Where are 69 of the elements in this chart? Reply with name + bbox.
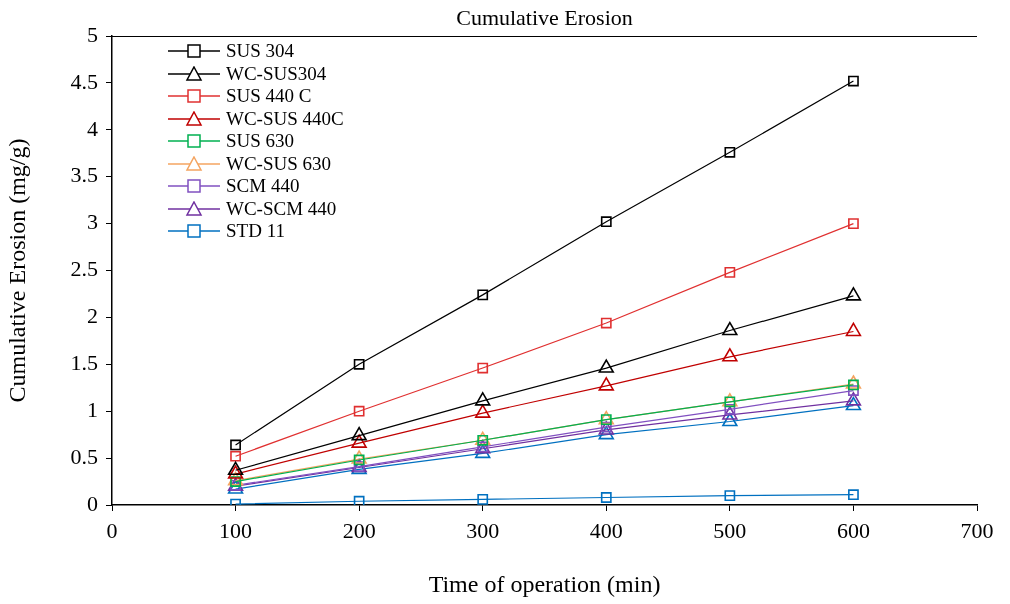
legend-label: WC-SUS 440C bbox=[226, 107, 344, 130]
point bbox=[848, 218, 859, 229]
point bbox=[477, 362, 489, 374]
x-tick-label: 300 bbox=[466, 517, 500, 543]
point bbox=[351, 450, 367, 464]
point bbox=[722, 406, 738, 420]
point bbox=[474, 404, 491, 418]
point bbox=[845, 396, 862, 411]
y-tick-label: 4 bbox=[87, 115, 98, 141]
legend-label: SUS 304 bbox=[226, 40, 295, 63]
y-tick-label: 2 bbox=[87, 303, 98, 329]
point bbox=[722, 412, 738, 427]
point bbox=[230, 450, 241, 462]
point bbox=[477, 289, 489, 301]
legend-label: WC-SUS304 bbox=[226, 62, 327, 85]
point bbox=[353, 495, 365, 505]
point bbox=[477, 493, 489, 505]
point bbox=[600, 317, 612, 329]
point bbox=[227, 465, 244, 479]
x-axis-title: Time of operation (min) bbox=[428, 570, 661, 597]
point bbox=[722, 321, 738, 336]
point bbox=[845, 322, 862, 337]
point bbox=[845, 287, 862, 301]
x-tick-label: 200 bbox=[342, 517, 376, 543]
point bbox=[724, 146, 736, 158]
y-tick-label: 3 bbox=[87, 209, 98, 235]
x-tick-label: 100 bbox=[219, 517, 253, 543]
point bbox=[351, 426, 367, 441]
point bbox=[724, 490, 736, 502]
point bbox=[600, 216, 612, 228]
y-tick-label: 1 bbox=[87, 396, 98, 422]
point bbox=[598, 425, 615, 440]
point bbox=[353, 358, 365, 370]
y-tick-label: 0 bbox=[87, 490, 98, 516]
y-tick-label: 2.5 bbox=[70, 256, 98, 282]
point bbox=[474, 444, 491, 459]
y-tick-label: 1.5 bbox=[70, 350, 98, 376]
point bbox=[474, 392, 491, 406]
point bbox=[227, 471, 244, 486]
legend-label: WC-SCM 440 bbox=[226, 197, 337, 220]
point bbox=[845, 392, 862, 406]
point bbox=[848, 489, 859, 501]
point bbox=[598, 359, 615, 373]
point bbox=[230, 439, 241, 451]
point bbox=[848, 385, 859, 396]
legend-label: SUS 630 bbox=[226, 130, 295, 153]
y-axis-title: Cumulative Erosion (mg/g) bbox=[3, 138, 30, 403]
point bbox=[598, 377, 615, 391]
x-tick-label: 600 bbox=[836, 517, 870, 543]
point bbox=[353, 405, 365, 417]
y-tick-label: 0.5 bbox=[70, 443, 98, 469]
point bbox=[351, 434, 367, 448]
point bbox=[724, 266, 736, 278]
y-tick-label: 3.5 bbox=[70, 162, 98, 188]
legend-label: SCM 440 bbox=[226, 175, 300, 198]
legend-label: SUS 440 C bbox=[226, 85, 312, 108]
legend-label: STD 11 bbox=[226, 220, 285, 243]
x-tick-label: 400 bbox=[589, 517, 623, 543]
point bbox=[722, 348, 738, 362]
x-tick-label: 700 bbox=[960, 517, 994, 543]
point bbox=[600, 492, 612, 503]
chart-title: Cumulative Erosion bbox=[456, 4, 633, 30]
point bbox=[845, 375, 862, 389]
y-tick-label: 4.5 bbox=[70, 68, 98, 94]
x-tick-label: 500 bbox=[713, 517, 747, 543]
point bbox=[848, 75, 859, 87]
y-tick-label: 5 bbox=[87, 21, 98, 47]
x-tick-label: 0 bbox=[106, 517, 118, 543]
legend-label: WC-SUS 630 bbox=[226, 152, 332, 175]
